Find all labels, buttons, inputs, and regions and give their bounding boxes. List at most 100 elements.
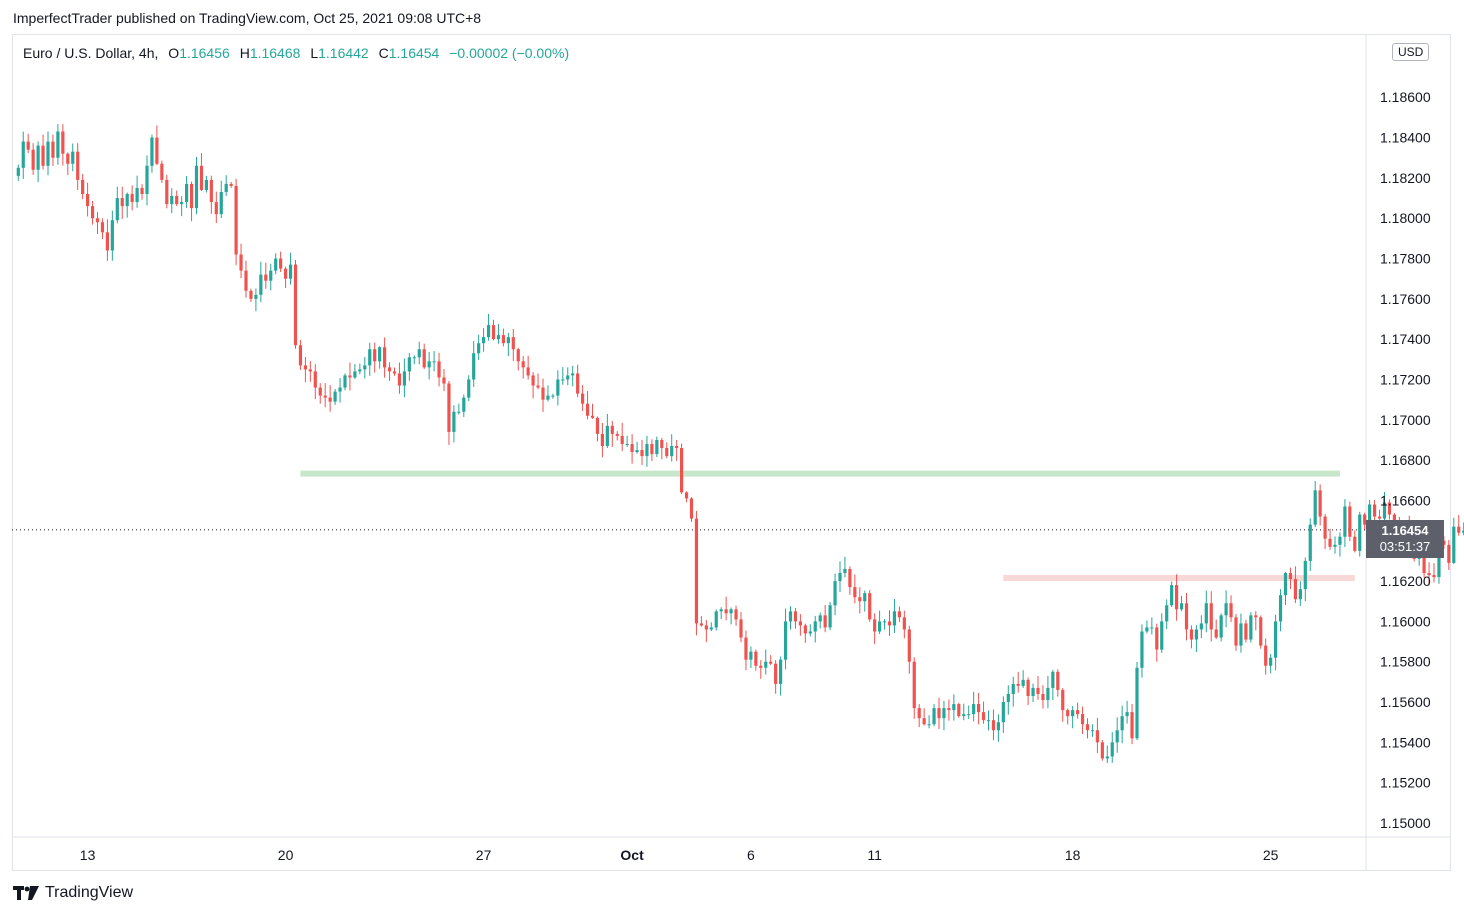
candle (333, 388, 337, 405)
candle-body (650, 443, 654, 455)
candle-body (1051, 671, 1055, 688)
candle (868, 590, 872, 622)
publisher-caption: ImperfectTrader published on TradingView… (13, 10, 482, 26)
candle-body (843, 568, 847, 574)
candle-body (1021, 679, 1025, 686)
candle (818, 612, 822, 629)
candle (150, 134, 154, 173)
candle (284, 266, 288, 288)
candle-body (1338, 536, 1342, 545)
candle (947, 699, 951, 721)
candle (585, 391, 590, 420)
candle (259, 261, 263, 303)
candle (61, 124, 65, 166)
candle-body (1303, 560, 1307, 590)
candle-body (1001, 702, 1005, 723)
candle-body (1071, 710, 1075, 717)
candle-body (625, 443, 629, 445)
candle (224, 175, 228, 196)
candle-body (878, 621, 882, 632)
candle (704, 620, 708, 643)
candle (1283, 571, 1288, 606)
candle (1293, 566, 1297, 603)
candle-body (769, 661, 773, 664)
candle (635, 441, 639, 454)
candle-body (323, 395, 327, 398)
open-value: 1.16456 (179, 45, 230, 61)
time-axis[interactable]: 13 20 27 Oct 6 11 18 25 (80, 847, 1279, 863)
candle-body (1462, 530, 1464, 533)
candle (1298, 581, 1302, 606)
candle-body (1427, 573, 1431, 576)
candle (16, 164, 20, 181)
candle-body (1422, 556, 1426, 574)
candle (1105, 745, 1109, 763)
bar-countdown: 03:51:37 (1379, 539, 1431, 554)
candle-body (155, 137, 159, 164)
candle (496, 323, 501, 344)
candle (170, 188, 174, 214)
candle-body (1011, 683, 1015, 694)
candle (561, 367, 565, 385)
price-tick-label: 1.18200 (1380, 170, 1431, 186)
candle (759, 660, 763, 679)
candle-body (61, 131, 65, 154)
candle (31, 143, 35, 175)
candle (1427, 562, 1431, 586)
candle-body (655, 439, 659, 455)
candle (486, 313, 491, 341)
candle (1011, 676, 1015, 707)
candle (383, 337, 387, 378)
candle (724, 596, 728, 621)
candle (269, 263, 273, 291)
candle-body (298, 345, 303, 366)
candle (467, 375, 471, 402)
candle (378, 346, 382, 369)
candle-body (407, 357, 411, 372)
candle-body (1140, 631, 1144, 668)
candle-body (170, 196, 174, 205)
candle (937, 697, 941, 730)
price-tick-label: 1.18400 (1380, 130, 1431, 146)
candle (848, 566, 852, 595)
candle (571, 365, 575, 387)
candle (437, 352, 441, 387)
candle (823, 604, 827, 633)
support-level[interactable] (1003, 575, 1355, 582)
candle (769, 655, 773, 666)
candle-body (194, 165, 199, 209)
candle (140, 184, 144, 200)
candle (615, 431, 619, 441)
candle (175, 190, 179, 207)
candle (605, 413, 609, 449)
candle-body (912, 661, 916, 709)
candle (1328, 528, 1332, 550)
candle-body (1298, 589, 1302, 600)
candle-body (986, 720, 991, 722)
candle-body (823, 615, 827, 628)
candle-body (749, 651, 753, 660)
candle (694, 510, 699, 636)
candle-body (120, 198, 124, 207)
candle-body (264, 274, 268, 281)
candle-body (313, 371, 317, 388)
candle (551, 393, 555, 399)
currency-button[interactable]: USD (1392, 43, 1430, 61)
candle-body (863, 593, 867, 602)
candle (204, 175, 208, 193)
tradingview-logo-icon (13, 886, 39, 900)
candle (318, 383, 322, 404)
candle (1021, 670, 1025, 688)
price-tick-label: 1.17800 (1380, 251, 1431, 267)
candle-body (1244, 623, 1248, 640)
candle (922, 708, 926, 726)
candle-body (199, 165, 204, 190)
candle-body (754, 651, 758, 666)
candle-body (887, 621, 892, 626)
candle-body (427, 361, 431, 368)
candle-body (318, 387, 322, 396)
resistance-level[interactable] (300, 470, 1340, 477)
candle-body (180, 202, 184, 205)
price-axis[interactable]: 1.18600 1.18400 1.18200 1.18000 1.17800 1.176… (1380, 89, 1431, 831)
